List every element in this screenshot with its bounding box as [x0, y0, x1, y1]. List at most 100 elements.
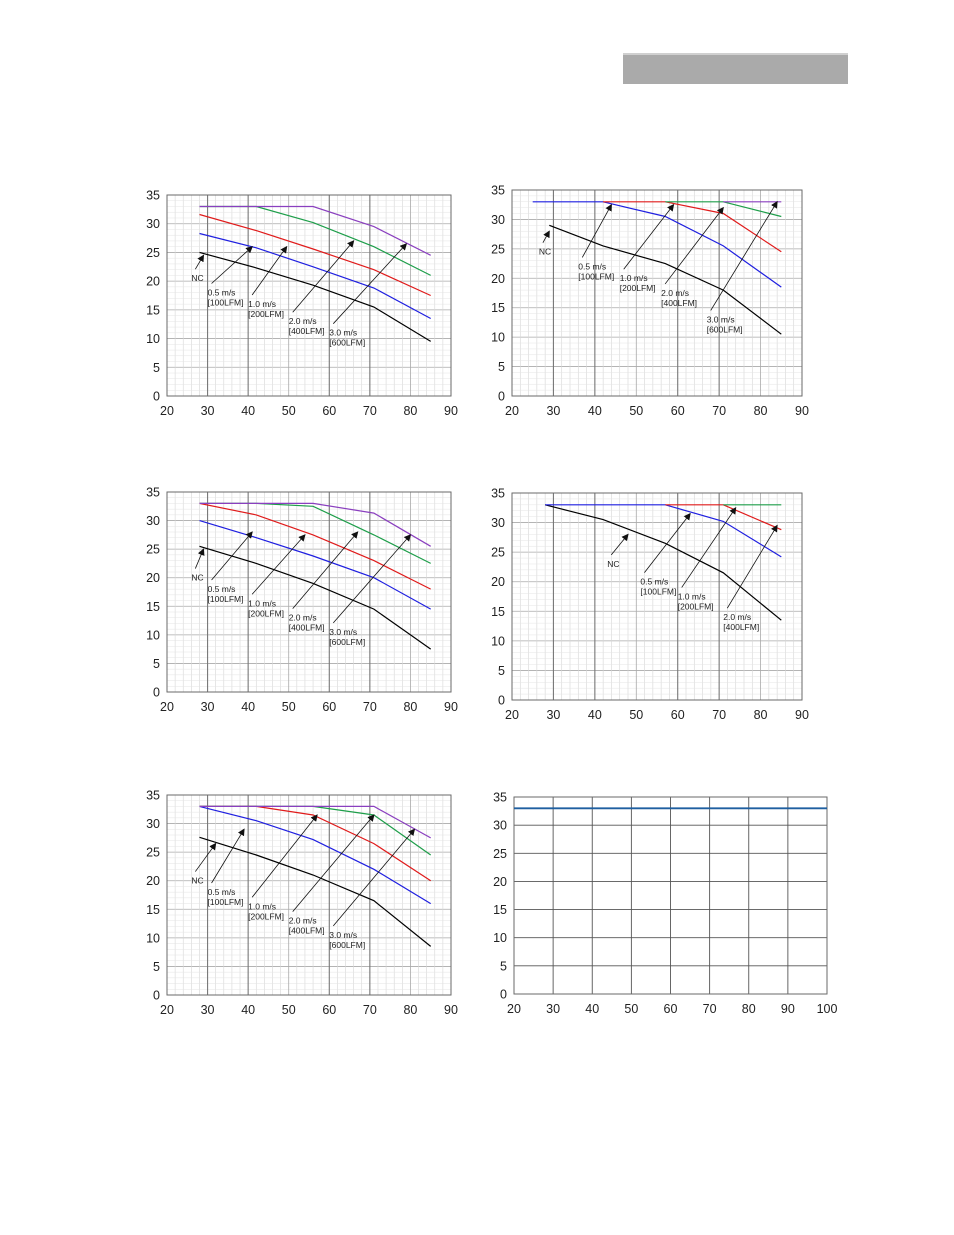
series-line-1-0-m-s	[199, 502, 431, 590]
y-tick-label: 20	[491, 272, 505, 286]
chart-6: 0 5 10 15 20 25 30 35 20 30 40 50 60 70 80 90 100	[493, 791, 837, 1017]
x-tick-label: 30	[546, 1002, 560, 1016]
annotation-label: [200LFM]	[248, 608, 284, 618]
x-tick-label: 60	[322, 404, 336, 418]
x-tick-label: 90	[795, 708, 809, 722]
plot-area	[166, 194, 452, 397]
x-tick-label: 30	[546, 708, 560, 722]
x-tick-label: 50	[282, 1003, 296, 1017]
x-tick-label: 40	[241, 1003, 255, 1017]
y-tick-label: 15	[146, 903, 160, 917]
series-line-nc	[199, 545, 432, 650]
y-tick-label: 20	[493, 875, 507, 889]
annotation-arrow	[292, 531, 359, 609]
annotation-label: [200LFM]	[248, 911, 284, 921]
x-tick-label: 80	[403, 700, 417, 714]
plot-border	[513, 796, 828, 995]
annotation-label: 3.0 m/s	[329, 627, 357, 637]
y-tick-label: 20	[146, 571, 160, 585]
annotation-label: [600LFM]	[707, 324, 743, 334]
annotation-arrow	[581, 203, 612, 258]
y-tick-label: 10	[491, 331, 505, 345]
series-line-nc	[199, 836, 432, 947]
annotation-label: NC	[539, 247, 551, 257]
annotation-arrow	[211, 531, 253, 581]
y-tick-label: 5	[153, 657, 160, 671]
y-tick-label: 35	[146, 189, 160, 203]
y-tick-label: 30	[491, 213, 505, 227]
annotation-arrow	[251, 245, 288, 296]
y-tick-label: 25	[493, 847, 507, 861]
x-tick-label: 50	[629, 404, 643, 418]
x-tick-label: 60	[322, 700, 336, 714]
y-tick-label: 20	[146, 874, 160, 888]
x-tick-label: 70	[703, 1002, 717, 1016]
series-line-0-5-m-s	[199, 805, 432, 905]
plot-area	[166, 794, 452, 996]
annotation-label: [100LFM]	[640, 587, 676, 597]
annotation-label: 2.0 m/s	[289, 916, 317, 926]
y-tick-label: 30	[146, 217, 160, 231]
x-tick-label: 50	[282, 404, 296, 418]
plot-border	[511, 492, 803, 701]
series-line-3-0-m-s	[199, 205, 431, 256]
annotation-label: 1.0 m/s	[248, 901, 276, 911]
x-tick-label: 50	[282, 700, 296, 714]
series-line-0-5-m-s	[199, 520, 431, 610]
annotation-arrow	[623, 203, 675, 270]
x-tick-label: 100	[817, 1002, 838, 1016]
y-tick-label: 35	[491, 487, 505, 501]
y-tick-label: 25	[146, 846, 160, 860]
x-tick-label: 80	[403, 1003, 417, 1017]
plot-border	[166, 794, 452, 996]
y-tick-label: 15	[493, 903, 507, 917]
x-tick-label: 20	[160, 404, 174, 418]
x-tick-label: 80	[742, 1002, 756, 1016]
x-tick-label: 90	[444, 1003, 458, 1017]
annotation-label: [600LFM]	[329, 637, 365, 647]
x-tick-label: 60	[322, 1003, 336, 1017]
annotation-label: [400LFM]	[289, 926, 325, 936]
x-tick-label: 80	[754, 404, 768, 418]
annotation-arrow	[332, 534, 412, 624]
annotation-label: [100LFM]	[208, 897, 244, 907]
series-line-nc	[544, 504, 782, 621]
y-tick-label: 25	[146, 246, 160, 260]
annotation-label: 1.0 m/s	[620, 273, 648, 283]
annotation-arrow	[681, 506, 737, 588]
annotation-arrow	[710, 200, 778, 311]
annotation-label: NC	[191, 876, 203, 886]
plot-border	[166, 194, 452, 397]
x-tick-label: 80	[754, 708, 768, 722]
series-line-0-5-m-s	[532, 201, 782, 288]
annotation-arrow	[664, 206, 724, 285]
annotation-arrow	[644, 512, 691, 573]
annotation-arrow	[292, 240, 355, 313]
annotation-label: [400LFM]	[289, 623, 325, 633]
annotation-arrow	[194, 254, 205, 270]
x-tick-label: 20	[507, 1002, 521, 1016]
x-tick-label: 30	[201, 1003, 215, 1017]
y-tick-label: 10	[491, 634, 505, 648]
y-tick-label: 5	[500, 959, 507, 973]
x-tick-label: 40	[241, 700, 255, 714]
y-tick-label: 15	[146, 600, 160, 614]
annotation-label: NC	[191, 273, 203, 283]
y-tick-label: 30	[493, 819, 507, 833]
y-tick-label: 10	[146, 332, 160, 346]
x-tick-label: 40	[585, 1002, 599, 1016]
x-tick-label: 50	[624, 1002, 638, 1016]
x-tick-label: 20	[160, 700, 174, 714]
y-tick-label: 35	[146, 789, 160, 803]
x-tick-label: 70	[712, 404, 726, 418]
y-tick-label: 25	[146, 543, 160, 557]
annotation-arrow	[211, 246, 253, 284]
y-tick-label: 25	[491, 546, 505, 560]
plot-area	[511, 189, 803, 397]
annotation-label: [400LFM]	[289, 326, 325, 336]
x-tick-label: 40	[588, 708, 602, 722]
x-tick-label: 80	[403, 404, 417, 418]
